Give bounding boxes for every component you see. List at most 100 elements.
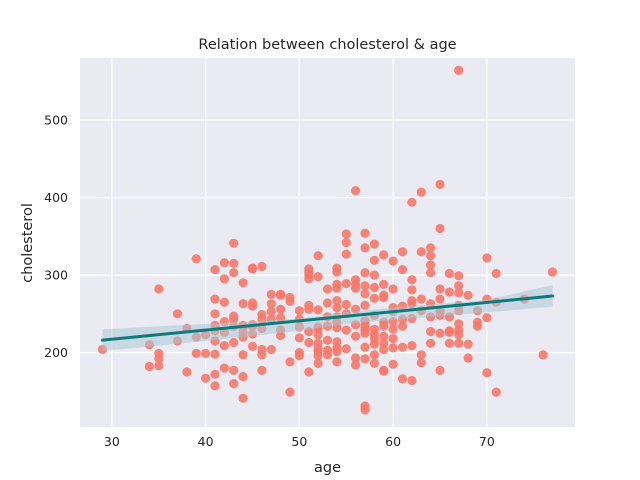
data-point [210,349,220,359]
data-point [454,65,464,75]
data-point [266,344,276,355]
data-point [332,283,342,293]
data-point [219,297,229,307]
data-point [191,254,201,264]
data-point [351,360,361,370]
data-point [426,338,436,348]
data-point [369,293,379,303]
data-point [491,268,501,279]
data-point [435,365,445,375]
data-point [229,268,239,278]
data-point [416,350,426,360]
data-point [332,267,342,277]
data-point [426,260,436,270]
data-point [388,359,398,369]
data-point [201,373,211,383]
data-point [482,368,492,378]
data-point [360,281,370,291]
data-point [219,341,229,351]
data-point [379,279,389,289]
x-tick-label: 70 [479,434,495,449]
data-point [407,285,417,295]
data-point [454,338,464,348]
data-point [172,309,183,319]
data-point [351,353,361,363]
data-point [247,264,258,274]
data-point [379,321,389,331]
y-tick-label: 200 [44,345,68,360]
data-point [369,255,379,265]
data-point [238,278,248,288]
data-point [435,284,445,294]
regression-line-group [101,294,554,342]
data-point [369,350,379,360]
y-axis-ticks: 200 300 400 500 [44,113,68,361]
data-point [397,342,408,352]
data-point [304,274,314,284]
data-point [351,331,361,341]
data-point [435,328,445,338]
data-point [322,335,333,345]
data-point [341,299,351,310]
data-point [547,267,558,277]
data-point [285,387,295,397]
data-point [435,294,445,304]
data-point [285,296,295,306]
data-point [238,393,248,403]
data-point [322,350,333,360]
x-axis-label: age [314,460,341,476]
data-point [219,274,229,284]
data-point [426,268,436,278]
data-point [407,375,417,386]
data-point [444,268,454,279]
data-point [454,330,464,340]
data-point [229,337,239,348]
data-point [229,238,239,248]
data-point [397,247,408,257]
data-point [182,367,192,377]
data-point [341,237,351,248]
data-point [247,341,258,351]
data-point [351,283,361,293]
data-point [229,379,239,389]
data-point [407,197,417,207]
x-axis-ticks: 30 40 50 60 70 [104,434,495,449]
data-point [360,228,370,238]
data-point [210,294,220,304]
y-tick-label: 400 [44,190,68,205]
data-point [491,387,501,397]
data-point [154,361,164,371]
data-point [332,347,342,357]
data-point [144,361,154,372]
data-point [360,300,370,310]
data-point [313,251,323,261]
data-point [332,296,342,306]
data-point [407,341,417,351]
data-point [313,330,323,340]
data-point [379,250,389,260]
data-point [285,357,295,367]
data-point [388,256,398,266]
data-point [322,298,333,308]
data-point [416,294,426,304]
data-point [313,305,323,315]
data-point [304,304,314,314]
data-point [538,350,548,360]
data-point [360,342,370,352]
y-axis-label: cholesterol [20,203,36,283]
data-point [360,268,370,278]
x-tick-label: 60 [385,434,401,449]
data-point [341,325,351,335]
data-point [379,292,389,303]
data-point [247,301,258,311]
data-point [332,303,342,313]
data-point [266,299,276,309]
data-point [313,351,323,361]
data-point [360,328,370,338]
data-point [313,358,323,368]
data-point [360,289,370,299]
data-point [210,309,220,319]
data-point [276,330,286,341]
data-point [444,287,454,297]
data-point [341,249,351,259]
